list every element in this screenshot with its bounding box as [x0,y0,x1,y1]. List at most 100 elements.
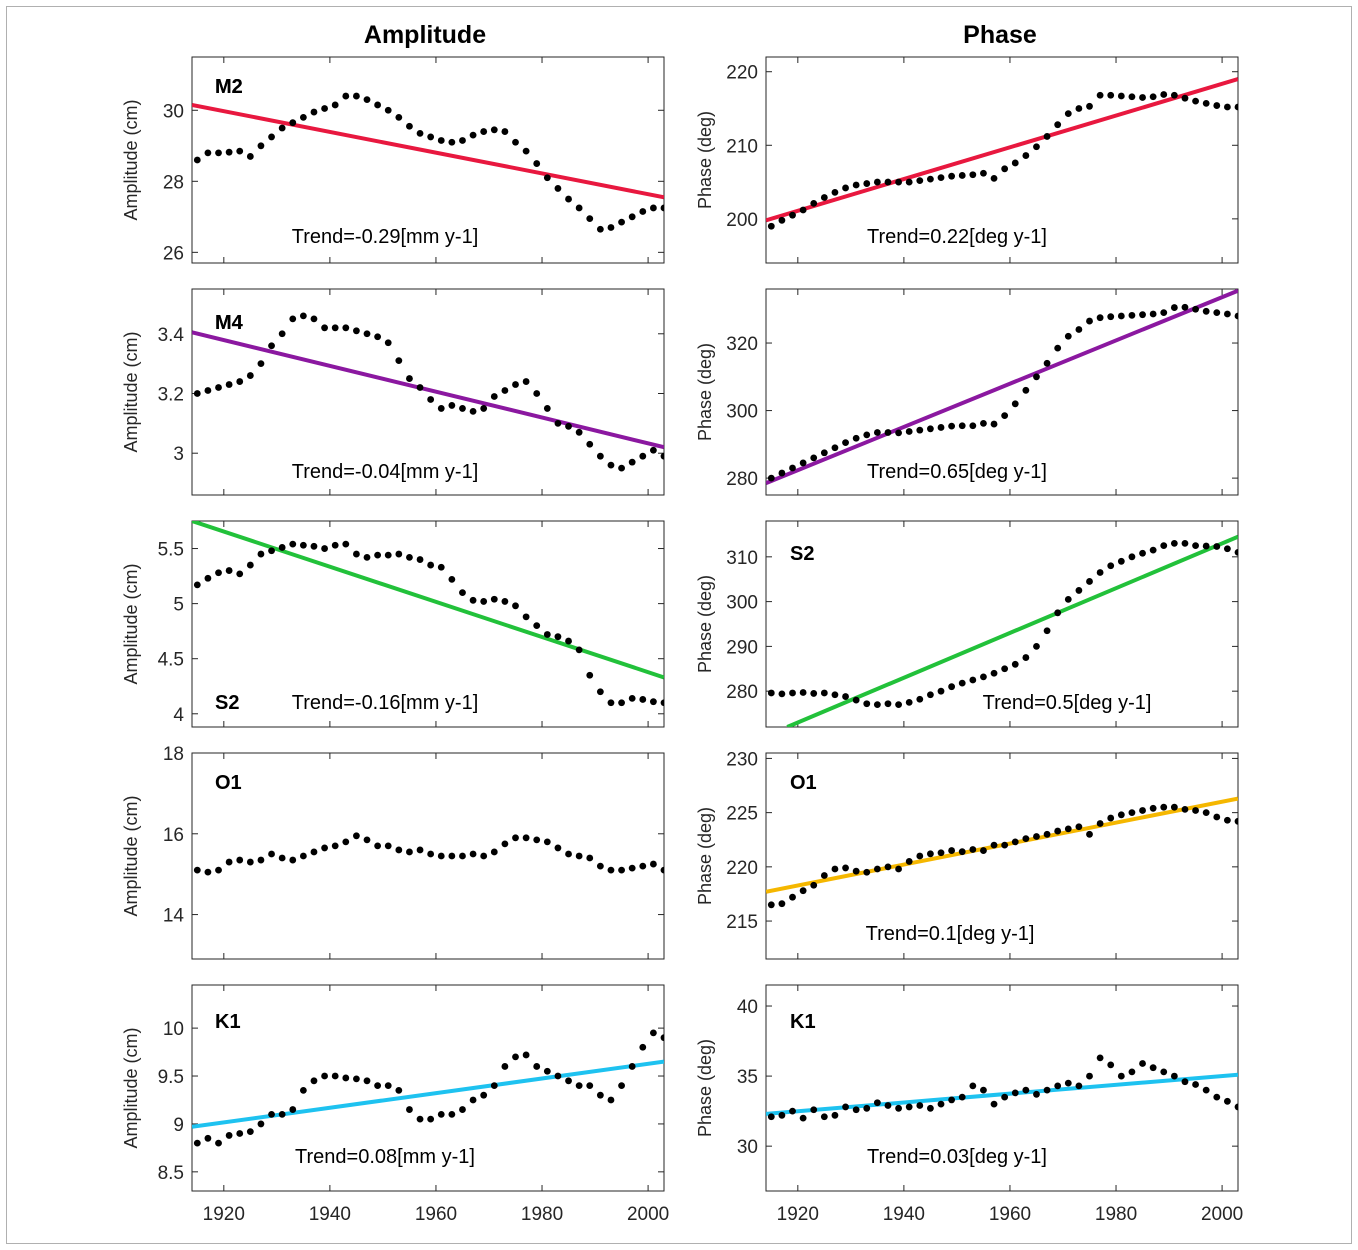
data-point [565,1077,572,1085]
data-point [958,1093,966,1101]
data-point [1022,835,1030,843]
data-point [1054,344,1062,352]
data-point [873,865,881,873]
data-point [575,204,583,212]
data-point [1064,825,1072,833]
data-point [1149,804,1157,812]
data-point [969,422,977,430]
data-point [820,872,828,879]
data-point [193,156,201,164]
data-point [895,429,902,437]
data-point [958,422,966,430]
data-point [363,553,371,561]
data-point [533,160,541,167]
plot-area [766,289,1238,486]
data-point [789,211,796,219]
data-point [618,218,625,226]
data-point [533,836,541,844]
y-tick-label: 4 [173,705,184,726]
data-point [1192,1081,1199,1088]
data-point [905,698,913,706]
data-point [459,137,466,144]
data-point [852,1106,860,1114]
data-point [873,1099,881,1107]
data-point [268,547,275,555]
data-point [310,108,318,116]
data-point [299,541,307,549]
data-point [1192,542,1199,550]
data-point [342,540,350,548]
data-point [1117,811,1125,819]
data-point [204,574,212,582]
data-point [1128,311,1136,319]
data-point [575,646,583,654]
data-point [342,324,350,332]
plot-area [193,832,664,876]
trend-annotation: Trend=-0.04[mm y-1] [292,461,479,483]
data-point [1202,1086,1210,1094]
data-point [299,852,307,860]
data-point [512,381,519,388]
data-point [215,149,222,157]
data-point [799,887,807,895]
data-point [607,461,615,469]
data-point [863,180,871,187]
data-point [586,215,594,223]
data-point [884,700,892,708]
data-point [628,1063,636,1070]
y-tick-label: 3 [173,444,184,465]
data-point [948,847,956,854]
data-point [363,1077,371,1085]
data-point [310,1077,318,1085]
data-point [1033,373,1040,381]
data-point [863,868,871,876]
data-point [353,1075,360,1083]
panel-o1-phase: 215 220 225 230 Phase (deg) O1 Trend=0.1[deg y… [695,749,1239,960]
data-point [331,324,339,332]
data-point [501,128,509,135]
data-point [1149,1064,1157,1072]
panel-label: M4 [215,312,244,334]
x-tick-label: 1980 [521,1204,563,1225]
data-point [193,866,201,874]
data-point [1223,545,1231,553]
data-point [246,1128,254,1135]
data-point [1096,314,1104,322]
data-point [480,405,488,412]
data-point [649,446,657,454]
trend-annotation: Trend=0.5[deg y-1] [983,692,1152,714]
trend-line [192,102,664,200]
x-tick-label: 2000 [627,1204,669,1225]
data-point [1107,814,1115,822]
data-point [905,858,913,865]
y-tick-label: 8.5 [158,1163,184,1184]
data-point [937,174,945,182]
data-point [820,689,828,697]
data-point [1096,820,1104,827]
data-point [363,96,371,104]
panel-m2-amplitude: 26 28 30 Amplitude (cm) M2 Trend=-0.29[mm y-1… [121,56,665,264]
data-point [215,569,222,577]
data-point [895,701,902,709]
data-point [1107,91,1115,99]
data-point [596,452,604,460]
x-tick-label: 1920 [203,1204,245,1225]
data-point [778,469,786,477]
column-title-phase: Phase [963,21,1037,49]
data-point [406,375,413,382]
data-point [1117,312,1125,320]
y-tick-label: 9 [173,1115,184,1136]
y-tick-label: 30 [163,101,184,122]
data-point [916,426,924,434]
data-point [1001,165,1009,173]
data-point [416,1115,424,1123]
data-point [767,474,775,482]
data-point [469,408,477,415]
data-point [789,893,796,901]
data-point [1075,1082,1083,1090]
data-point [958,172,966,179]
data-point [1128,553,1136,561]
data-point [1223,103,1231,111]
data-point [1075,105,1083,112]
data-point [1043,627,1051,635]
